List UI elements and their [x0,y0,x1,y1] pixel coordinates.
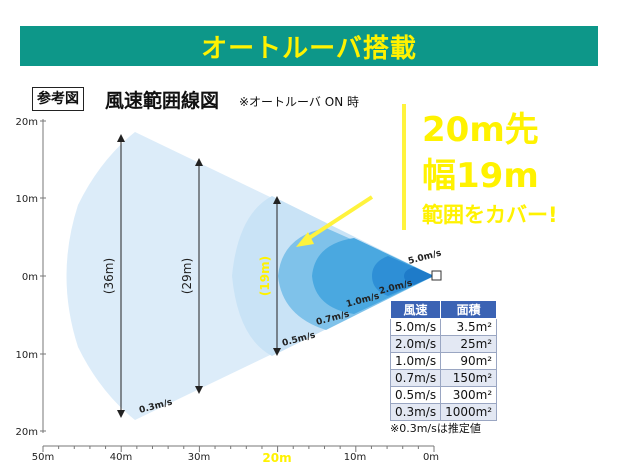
table-cell-speed: 5.0m/s [389,318,442,336]
table-row: 5.0m/s 3.5m² [389,318,498,336]
width-label-29m: (29m) [180,258,194,294]
table-row: 0.3m/s 1000m² [389,403,498,421]
speed-area-table: 風速 面積 5.0m/s 3.5m² 2.0m/s 25m² 1.0m/s 90… [389,300,498,421]
zone-2-0 [372,256,434,296]
callout-line-width: 幅19m [422,156,539,196]
x-tick-label: 40m [110,452,132,463]
reference-label: 参考図 [32,87,84,111]
table-cell-speed: 2.0m/s [389,335,442,353]
x-tick-label: 50m [32,452,54,463]
diagram-title: 風速範囲線図 [105,90,220,112]
x-tick-label-highlight: 20m [262,451,291,465]
zone-label-5-0: 5.0m/s [407,248,442,266]
y-tick-label: 20m [16,427,38,438]
axes [40,119,434,447]
width-label-19m: (19m) [258,256,272,296]
y-tick-label: 0m [22,272,38,283]
x-tick-label: 0m [423,452,439,463]
callout-line-coverage: 範囲をカバー! [422,203,558,227]
x-tick-label: 10m [344,452,366,463]
y-tick-label: 10m [16,350,38,361]
table-cell-area: 1000m² [440,403,498,421]
callout-arrow [296,195,374,247]
callout-line-distance: 20m先 [422,110,539,150]
width-label-36m: (36m) [102,258,116,294]
table-cell-speed: 0.5m/s [389,386,442,404]
table-header-area: 面積 [440,300,498,319]
table-cell-area: 90m² [440,352,498,370]
banner-title: オートルーバ搭載 [201,33,417,64]
table-cell-area: 150m² [440,369,498,387]
table-cell-area: 300m² [440,386,498,404]
header-banner: オートルーバ搭載 [20,26,598,66]
fan-unit-icon [431,270,442,281]
zone-5-0 [404,267,434,285]
table-cell-speed: 1.0m/s [389,352,442,370]
diagram-note: ※オートルーバ ON 時 [239,95,359,109]
y-tick-label: 10m [16,194,38,205]
table-note: ※0.3m/sは推定値 [390,422,481,435]
table-header-speed: 風速 [389,300,442,319]
table-row: 2.0m/s 25m² [389,335,498,353]
table-row: 1.0m/s 90m² [389,352,498,370]
table-cell-area: 3.5m² [440,318,498,336]
table-cell-area: 25m² [440,335,498,353]
callout-bar [402,104,406,230]
x-tick-label: 30m [188,452,210,463]
table-cell-speed: 0.7m/s [389,369,442,387]
table-row: 0.7m/s 150m² [389,369,498,387]
y-tick-label: 20m [16,117,38,128]
zones [66,132,434,420]
table-row: 0.5m/s 300m² [389,386,498,404]
x-ticks [42,446,435,452]
table-cell-speed: 0.3m/s [389,403,442,421]
